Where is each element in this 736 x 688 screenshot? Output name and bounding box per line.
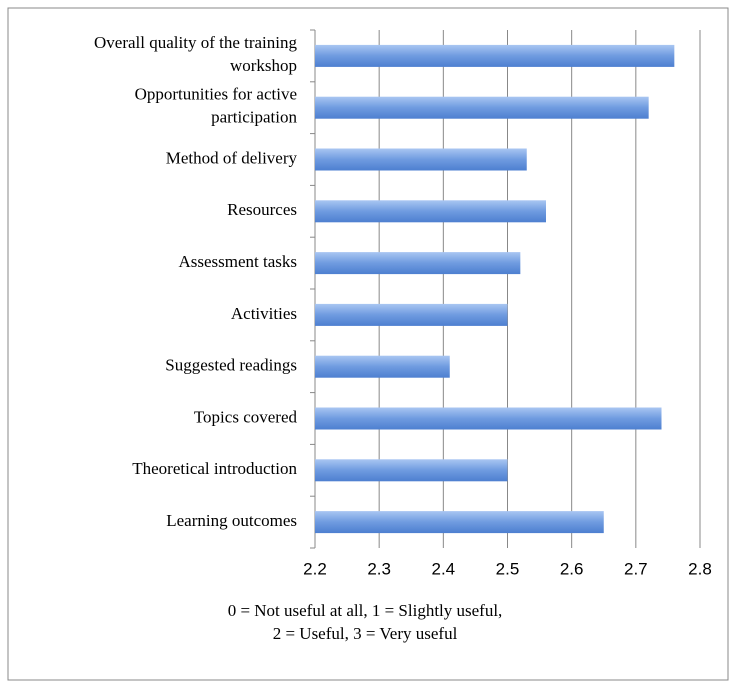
bar — [315, 355, 450, 378]
bar — [315, 511, 604, 534]
y-tick-label: Assessment tasks — [178, 252, 297, 271]
y-tick-label: Theoretical introduction — [132, 459, 297, 478]
x-tick-label: 2.3 — [367, 559, 391, 578]
x-tick-label: 2.7 — [624, 559, 648, 578]
x-tick-label: 2.8 — [688, 559, 712, 578]
bar — [315, 407, 662, 430]
bar — [315, 96, 649, 119]
y-tick-label: Suggested readings — [165, 356, 297, 375]
x-tick-label: 2.5 — [496, 559, 520, 578]
bar — [315, 459, 508, 482]
x-tick-label: 2.6 — [560, 559, 584, 578]
y-tick-label: Resources — [227, 200, 297, 219]
bar — [315, 44, 675, 67]
bar — [315, 200, 546, 223]
y-tick-label: Activities — [231, 304, 297, 323]
bar — [315, 252, 521, 275]
y-tick-label: Method of delivery — [166, 148, 298, 167]
x-tick-label: 2.4 — [432, 559, 456, 578]
note: 0 = Not useful at all, 1 = Slightly usef… — [228, 601, 503, 620]
y-tick-label: Overall quality of the training workshop — [94, 33, 297, 75]
bar — [315, 303, 508, 326]
note: 2 = Useful, 3 = Very useful — [273, 624, 458, 643]
y-tick-label: Topics covered — [194, 407, 298, 426]
y-tick-label: Opportunities for active participation — [135, 85, 298, 127]
y-tick-label: Learning outcomes — [166, 511, 297, 530]
x-tick-label: 2.2 — [303, 559, 327, 578]
bar — [315, 148, 527, 171]
frame — [7, 7, 729, 681]
